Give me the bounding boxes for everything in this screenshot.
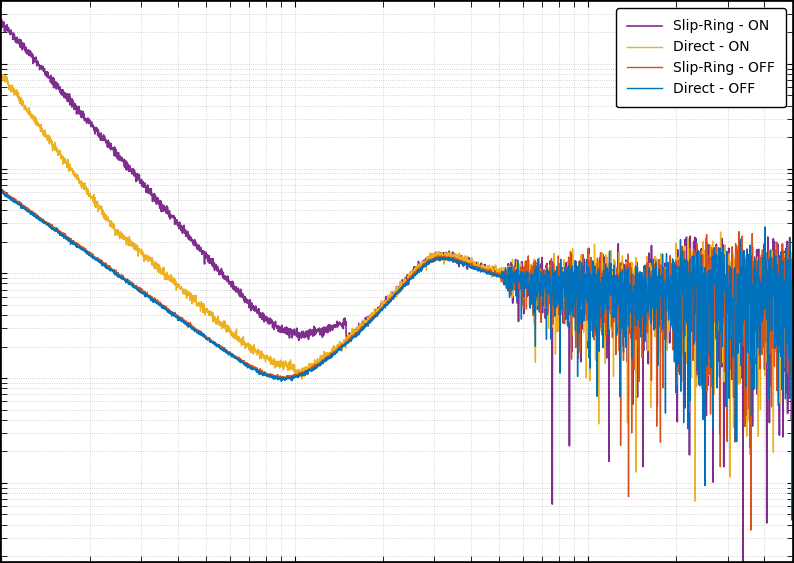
- Line: Slip-Ring - ON: Slip-Ring - ON: [2, 20, 792, 563]
- Direct - OFF: [688, 274, 697, 280]
- Direct - OFF: [773, 310, 782, 316]
- Line: Direct - OFF: Direct - OFF: [2, 191, 792, 520]
- Direct - OFF: [87, 253, 97, 260]
- Slip-Ring - OFF: [0, 186, 7, 193]
- Slip-Ring - ON: [788, 349, 794, 356]
- Slip-Ring - OFF: [300, 368, 310, 374]
- Legend: Slip-Ring - ON, Direct - ON, Slip-Ring - OFF, Direct - OFF: Slip-Ring - ON, Direct - ON, Slip-Ring -…: [615, 8, 786, 108]
- Direct - ON: [0, 74, 6, 81]
- Slip-Ring - OFF: [788, 472, 794, 479]
- Slip-Ring - ON: [688, 277, 697, 284]
- Direct - ON: [300, 365, 310, 372]
- Direct - ON: [788, 263, 794, 270]
- Direct - OFF: [134, 286, 144, 293]
- Direct - OFF: [0, 187, 7, 194]
- Direct - ON: [688, 265, 697, 271]
- Slip-Ring - OFF: [688, 273, 697, 280]
- Slip-Ring - ON: [334, 321, 344, 328]
- Direct - OFF: [300, 372, 310, 379]
- Slip-Ring - OFF: [746, 527, 756, 534]
- Slip-Ring - ON: [0, 16, 6, 23]
- Direct - OFF: [788, 294, 794, 301]
- Line: Slip-Ring - OFF: Slip-Ring - OFF: [2, 189, 792, 530]
- Direct - ON: [334, 339, 344, 346]
- Slip-Ring - ON: [0, 17, 6, 24]
- Direct - ON: [87, 195, 97, 202]
- Direct - ON: [691, 498, 700, 504]
- Direct - ON: [0, 72, 7, 78]
- Direct - OFF: [0, 188, 6, 195]
- Slip-Ring - OFF: [0, 189, 6, 195]
- Direct - ON: [773, 290, 782, 297]
- Slip-Ring - OFF: [334, 346, 344, 353]
- Slip-Ring - ON: [134, 171, 144, 178]
- Direct - ON: [134, 247, 144, 254]
- Line: Direct - ON: Direct - ON: [2, 75, 792, 501]
- Slip-Ring - ON: [87, 121, 97, 128]
- Slip-Ring - ON: [773, 262, 782, 269]
- Slip-Ring - OFF: [773, 287, 782, 293]
- Direct - OFF: [788, 517, 794, 524]
- Slip-Ring - ON: [300, 332, 310, 339]
- Slip-Ring - OFF: [134, 288, 144, 294]
- Direct - OFF: [334, 346, 344, 353]
- Slip-Ring - OFF: [87, 251, 97, 257]
